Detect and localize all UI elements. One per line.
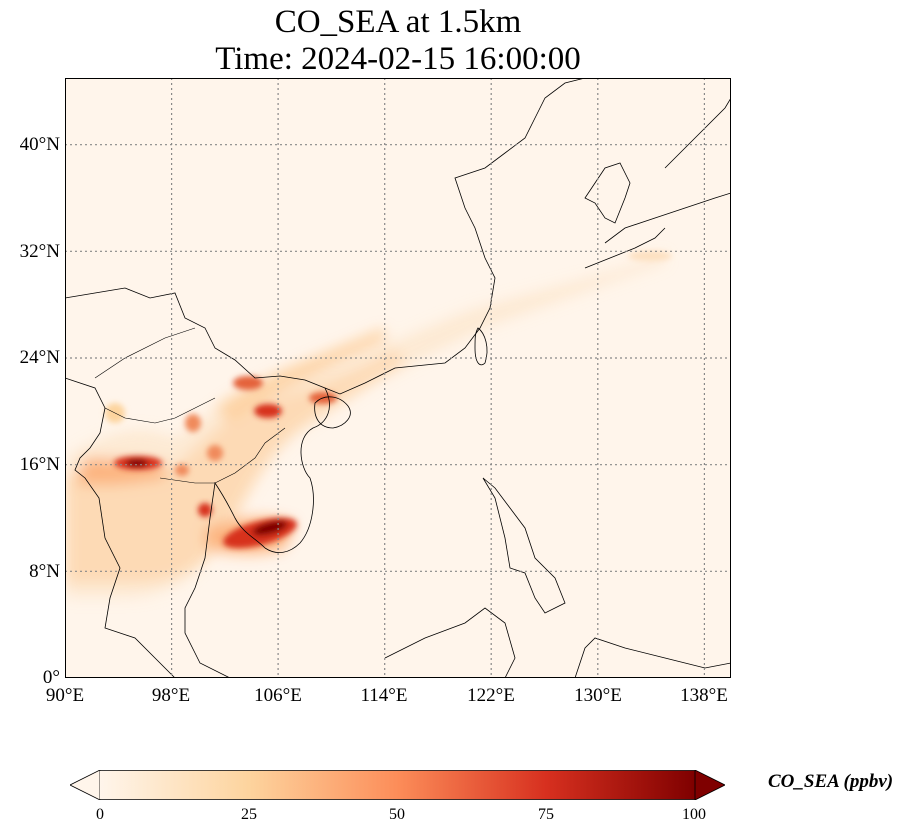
colorbar-gradient [100,770,695,800]
map-border [65,78,731,678]
lat-label: 0° [42,667,60,688]
lon-label: 98°E [151,685,191,706]
lat-label: 16°N [19,454,60,475]
colorbar-tick: 25 [241,806,257,823]
lon-label: 90°E [45,685,85,706]
colorbar-tick: 50 [389,806,405,823]
colorbar-extend-high [694,770,725,800]
lat-label: 24°N [19,347,60,368]
map-panel [65,78,731,678]
map-title-line2: Time: 2024-02-15 16:00:00 [215,41,581,77]
lon-label: 122°E [467,685,515,706]
lon-label: 106°E [254,685,302,706]
colorbar [70,770,725,800]
map-title-line1: CO_SEA at 1.5km [274,4,522,40]
lon-label: 138°E [680,685,728,706]
colorbar-extend-low [70,770,101,800]
lat-label: 8°N [29,561,60,582]
colorbar-label: CO_SEA (ppbv) [768,771,894,792]
lon-label: 130°E [574,685,622,706]
lat-label: 32°N [19,241,60,262]
lat-label: 40°N [19,134,60,155]
gridlines [65,78,731,678]
colorbar-tick: 0 [96,806,104,823]
co-concentration-field [65,251,672,598]
lon-label: 114°E [360,685,408,706]
colorbar-tick: 75 [538,806,554,823]
colorbar-tick: 100 [682,806,706,823]
